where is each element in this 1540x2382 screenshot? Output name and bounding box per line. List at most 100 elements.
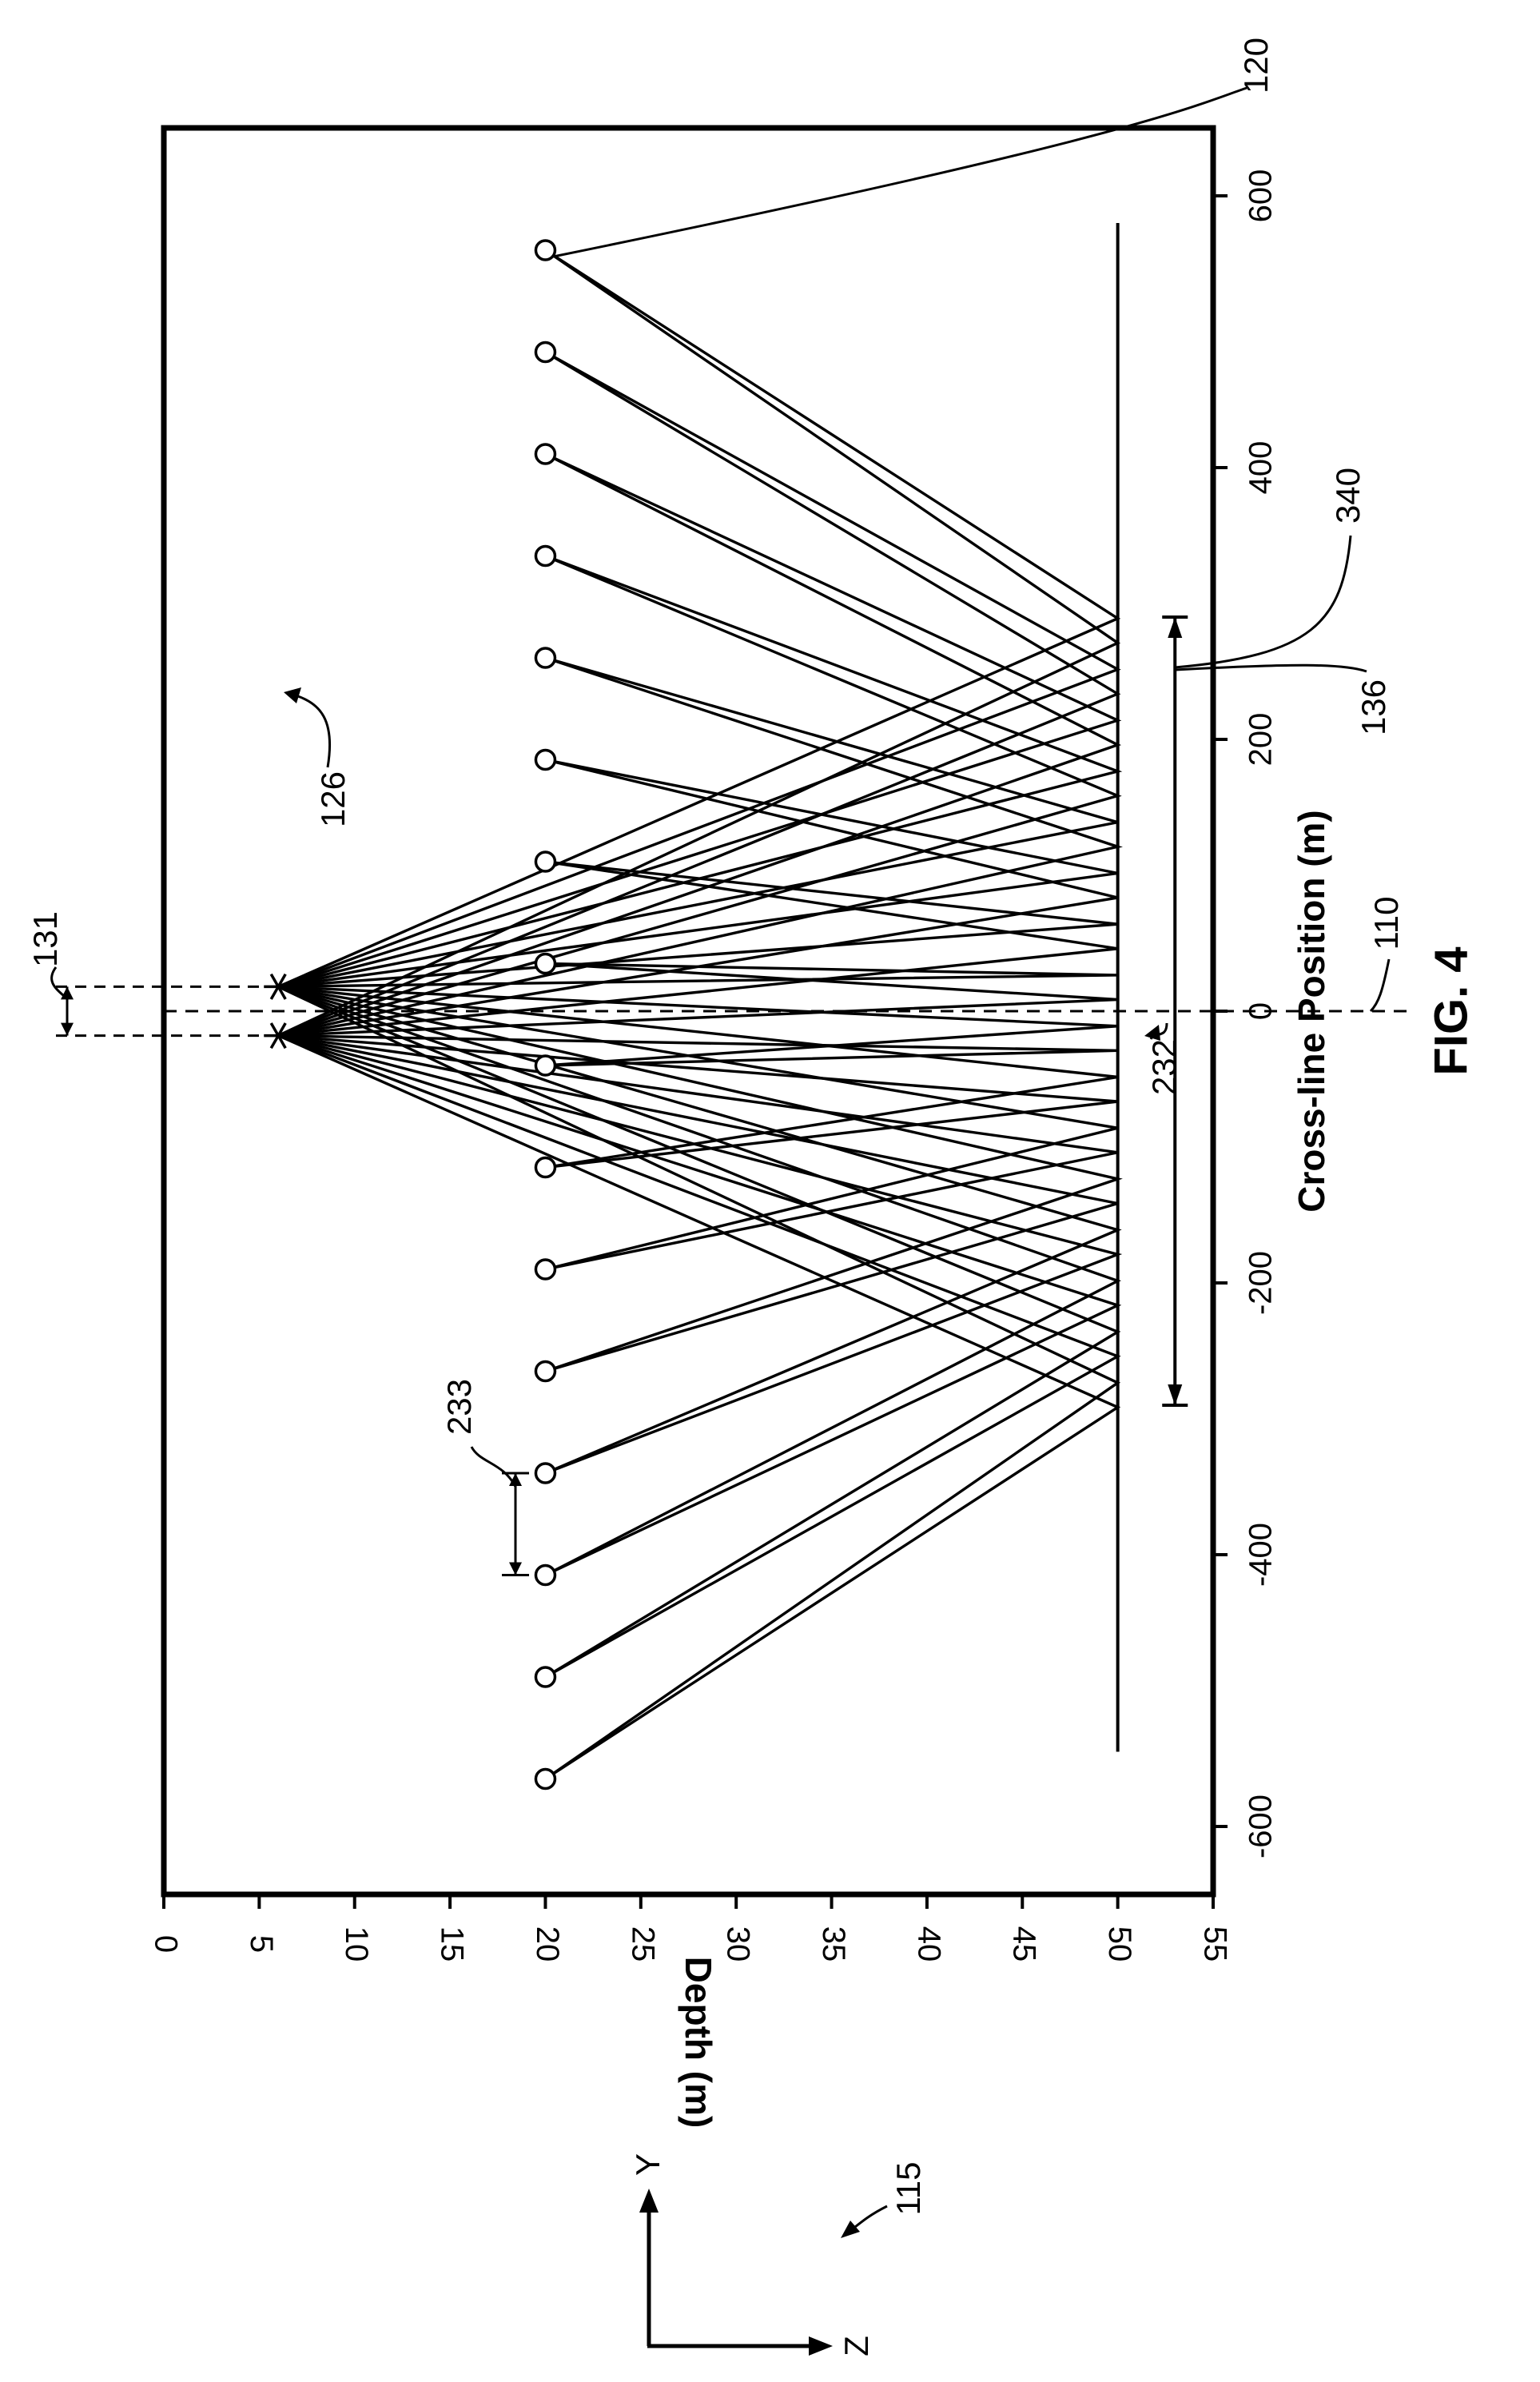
ray-path [277, 351, 1121, 1038]
leader-line-233 [470, 1446, 517, 1488]
ray-path [278, 962, 1118, 989]
ref-label-126: 126 [314, 771, 352, 827]
source-marker [264, 1022, 293, 1050]
ray-path [277, 656, 1124, 1038]
arrow-126 [295, 694, 332, 768]
receiver-marker [534, 952, 557, 975]
ref-label-131: 131 [26, 911, 64, 967]
axis-y-label: Y [629, 2153, 667, 2176]
ray-path [278, 962, 1118, 1038]
x-tick-label: -600 [1244, 1794, 1279, 1858]
x-tick-label: 600 [1244, 169, 1279, 223]
y-tick-label: 50 [1102, 1926, 1137, 1962]
ray-path [278, 1034, 1118, 1271]
figure-label: FIG. 4 [1425, 946, 1477, 1075]
y-tick-label: 0 [148, 1935, 183, 1953]
y-tick-label: 20 [530, 1926, 565, 1962]
x-tick-label: 200 [1244, 713, 1279, 767]
ray-path [277, 1034, 1121, 1780]
ref-label-136: 136 [1355, 679, 1392, 735]
receiver-marker [534, 1258, 557, 1281]
ray-path [277, 452, 1122, 989]
x-axis-ticks: -600 -400 -200 0 200 400 600 [1213, 169, 1279, 1858]
coverage-arrowhead [1168, 1384, 1183, 1405]
ray-path [277, 554, 1122, 1038]
ray-path [278, 860, 1118, 989]
ray-path [277, 985, 1119, 1271]
receiver-marker [534, 647, 557, 669]
ray-path [277, 1034, 1122, 1577]
axis-y-arrowhead [639, 2189, 659, 2213]
ray-path [277, 985, 1122, 1475]
ray-path [277, 656, 1119, 989]
receiver-marker [534, 1563, 557, 1587]
receiver-marker [534, 1360, 557, 1383]
receiver-marker [534, 1156, 557, 1179]
ref-label-233: 233 [440, 1379, 478, 1435]
plot-area [56, 125, 1407, 1898]
arrowhead-115 [841, 2221, 860, 2238]
x-tick-label: 400 [1244, 441, 1279, 495]
receiver-marker [534, 443, 557, 465]
arrow-115 [850, 2205, 888, 2232]
ray-paths [277, 249, 1124, 1780]
leader-line-131 [50, 966, 69, 1001]
ray-path [277, 249, 1121, 1038]
arrowhead-232 [1144, 1025, 1160, 1041]
ray-path [278, 985, 1118, 1169]
ray-path [277, 1034, 1123, 1475]
ref-label-232: 232 [1145, 1039, 1183, 1095]
ray-path [278, 1034, 1118, 1169]
y-tick-label: 30 [721, 1926, 756, 1962]
coverage-arrowhead [1168, 617, 1183, 638]
leader-line-110 [1369, 958, 1391, 1013]
receiver-marker [534, 1462, 557, 1484]
y-tick-label: 45 [1007, 1926, 1042, 1962]
receiver-marker [534, 1666, 557, 1688]
ray-path [277, 985, 1123, 1373]
receiver-marker [534, 239, 557, 261]
ref-label-110: 110 [1367, 897, 1405, 950]
receiver-marker [534, 1054, 557, 1077]
ray-path [278, 860, 1118, 1038]
x-tick-label: 0 [1244, 1002, 1279, 1020]
ray-path [277, 985, 1121, 1679]
receiver-marker [534, 341, 557, 364]
ray-path [278, 1034, 1118, 1067]
y-tick-label: 25 [625, 1926, 660, 1962]
y-tick-label: 15 [435, 1926, 470, 1962]
coverage-arrow-group [1162, 615, 1188, 1407]
y-tick-label: 40 [911, 1926, 946, 1962]
axis-z-arrowhead [809, 2336, 833, 2356]
source-markers [56, 973, 293, 1050]
ray-path [278, 758, 1118, 989]
ray-path [277, 351, 1121, 988]
y-tick-label: 5 [244, 1935, 279, 1953]
y-axis-ticks: 0 5 10 15 20 25 30 35 40 45 50 55 [148, 1894, 1232, 1962]
dimension-arrowhead-131 [61, 1022, 74, 1036]
x-axis-title: Cross-line Position (m) [1291, 810, 1332, 1212]
x-tick-label: -200 [1244, 1251, 1279, 1315]
leader-line-120 [553, 86, 1248, 258]
source-marker [264, 973, 293, 1000]
receiver-marker [534, 1767, 557, 1790]
y-tick-label: 55 [1197, 1926, 1232, 1962]
ray-path [277, 249, 1121, 988]
ray-path [277, 758, 1119, 1038]
axis-z-label: Z [838, 2336, 875, 2356]
arrowhead-126 [284, 687, 301, 703]
ray-path [277, 985, 1121, 1577]
reference-annotations: 120 126 131 232 233 340 136 110 [26, 38, 1405, 1576]
x-tick-label: -400 [1244, 1523, 1279, 1587]
leader-line-136 [1175, 663, 1367, 673]
y-axis-title: Depth (m) [678, 1957, 719, 2129]
ray-path [277, 985, 1121, 1780]
receiver-marker [534, 850, 557, 873]
ref-label-120: 120 [1237, 38, 1275, 94]
axes-indicator: Y Z 115 [629, 2153, 927, 2356]
source-asterisk-stroke [269, 1022, 287, 1050]
source-asterisk-stroke [269, 973, 287, 1000]
ray-path [277, 452, 1121, 1038]
ray-path [277, 554, 1123, 989]
